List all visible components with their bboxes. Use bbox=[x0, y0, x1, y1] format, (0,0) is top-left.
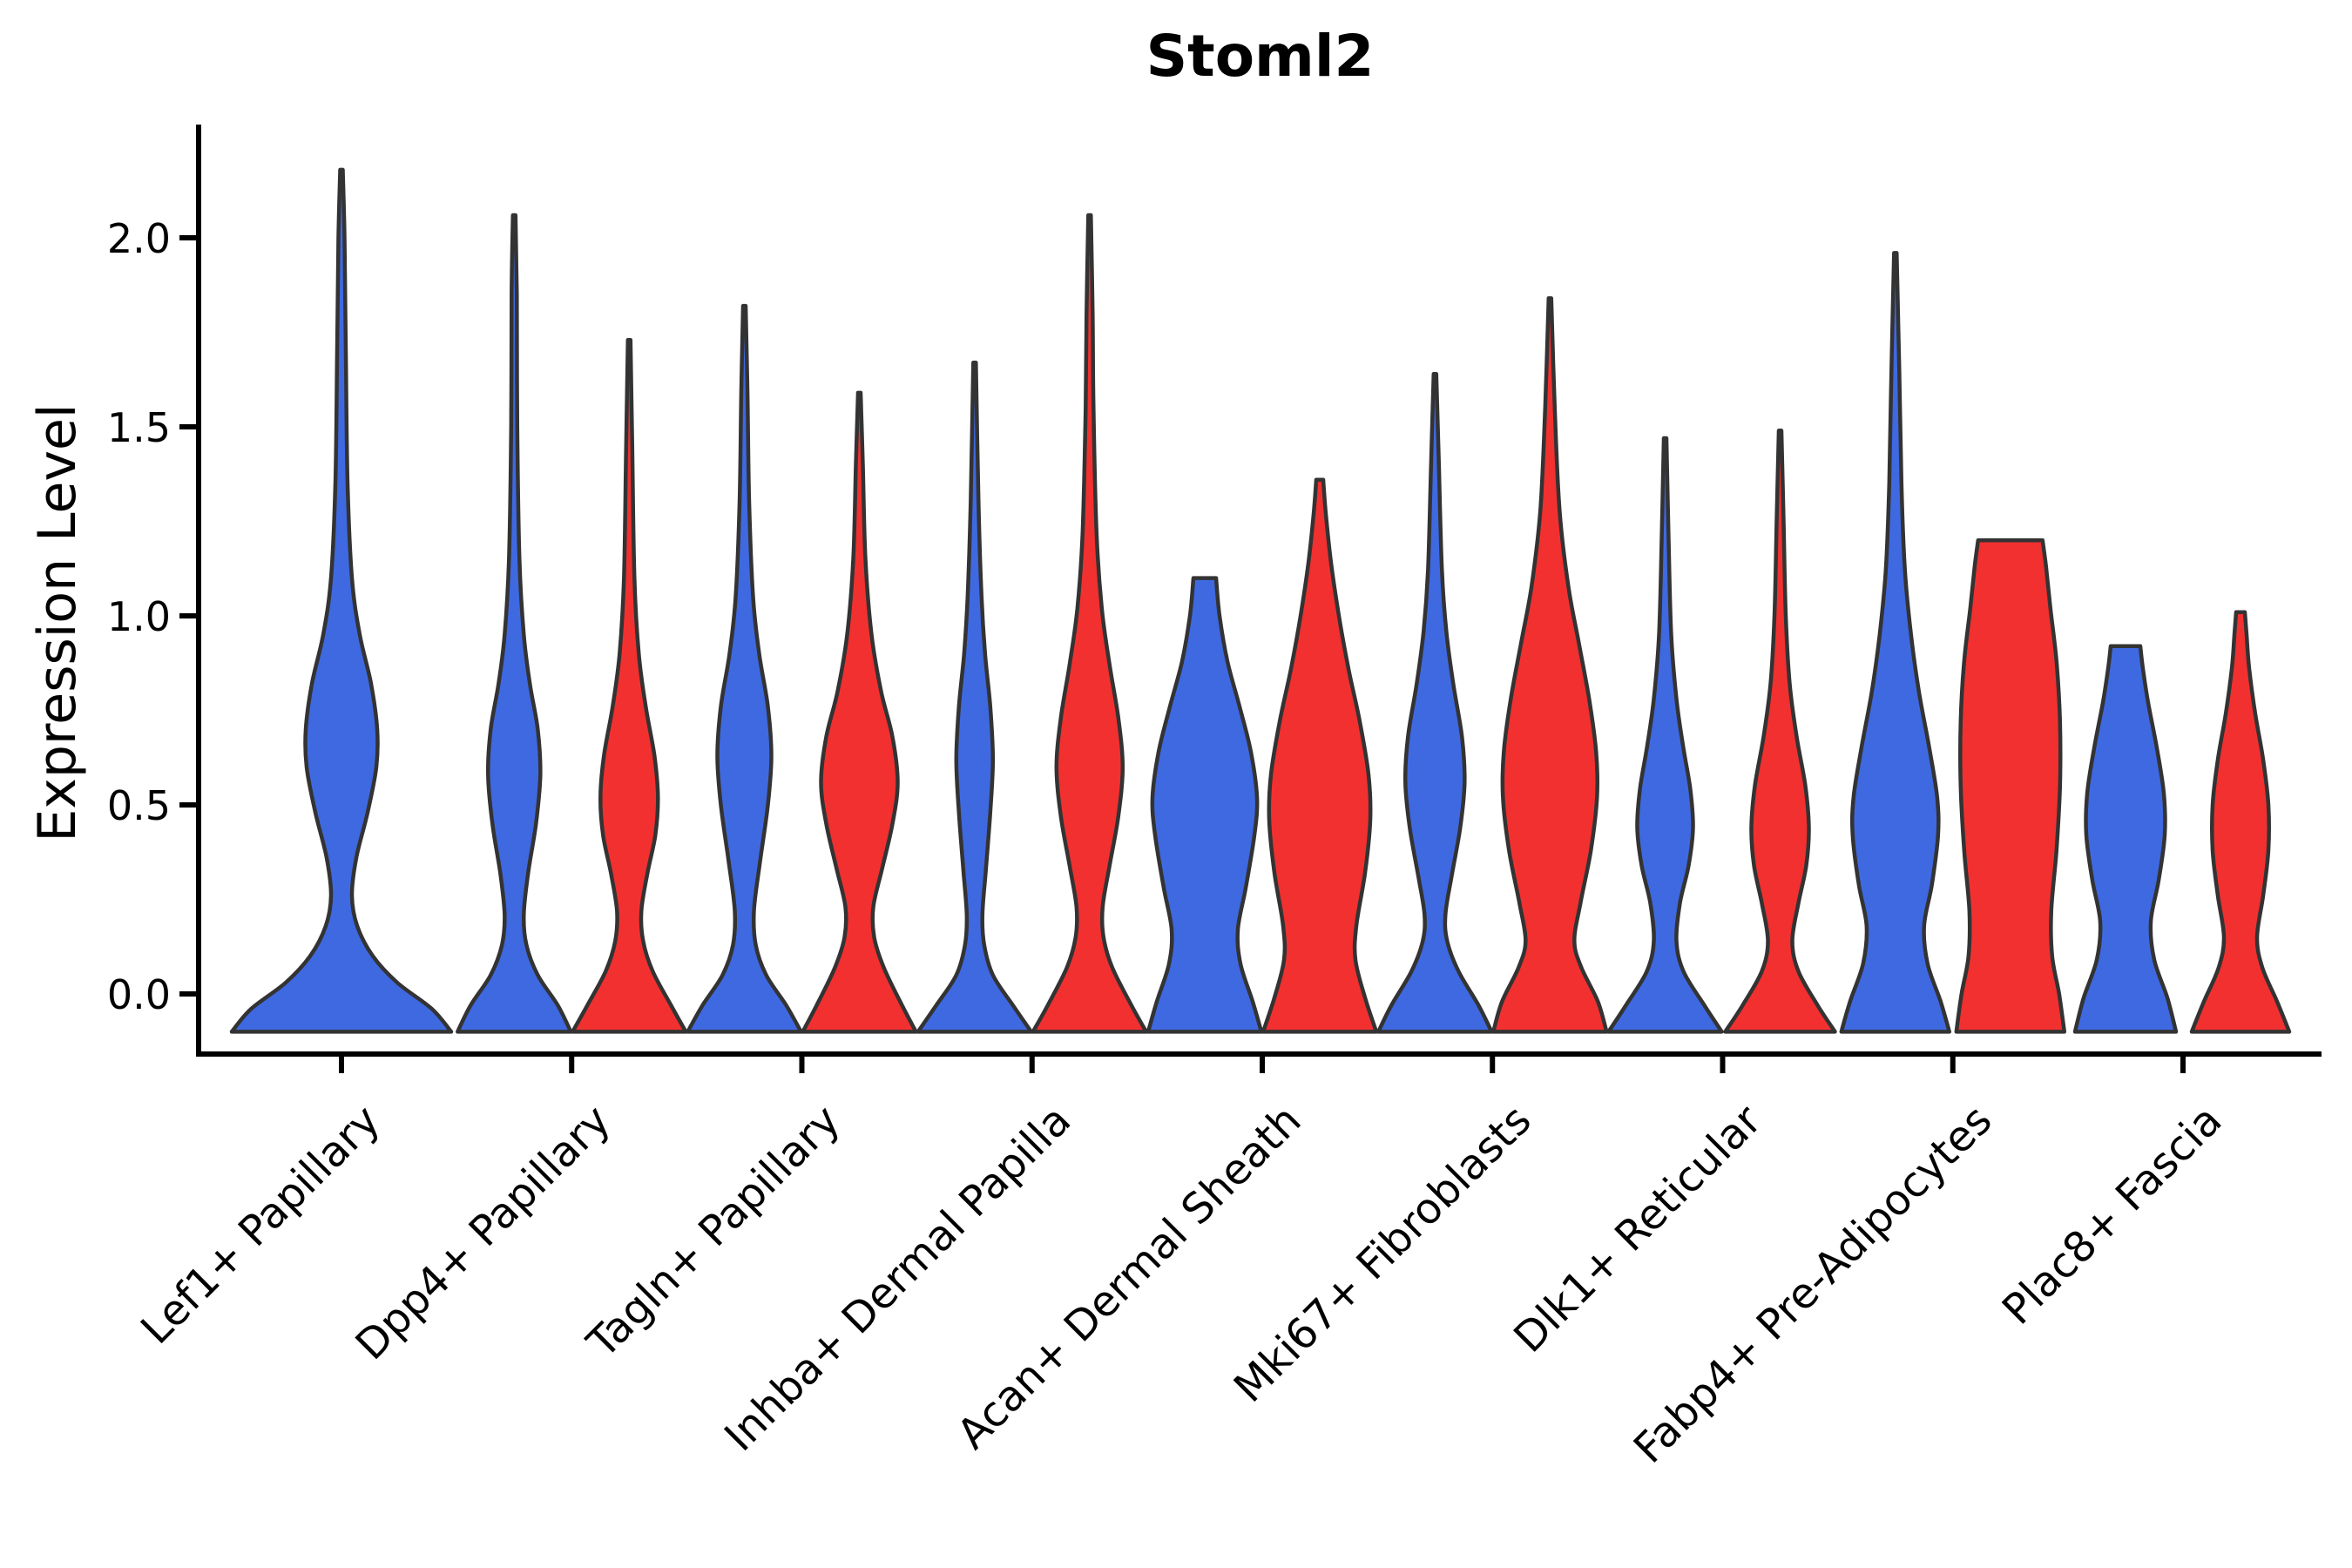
violin-group-6 bbox=[1376, 296, 1609, 1034]
violin-plac8-fascia-blue bbox=[2072, 644, 2179, 1034]
y-tick-label-1.0: 1.0 bbox=[106, 593, 171, 640]
violin-lef1-papillary-blue bbox=[229, 167, 454, 1034]
violin-mki67-fibroblasts-red bbox=[1491, 296, 1609, 1034]
violin-dpp4-papillary-blue bbox=[456, 213, 573, 1034]
y-tick-label-2.0: 2.0 bbox=[106, 215, 171, 262]
chart-title: Stoml2 bbox=[1146, 23, 1375, 90]
violin-group-7 bbox=[1606, 429, 1837, 1034]
violin-tagln-papillary-red bbox=[801, 390, 918, 1034]
violin-group-5 bbox=[1146, 477, 1379, 1034]
violin-group-9 bbox=[2072, 610, 2292, 1034]
violin-tagln-papillary-blue bbox=[686, 303, 803, 1034]
violin-plac8-fascia-red bbox=[2189, 610, 2292, 1034]
y-tick-label-1.5: 1.5 bbox=[106, 404, 171, 451]
violins-layer bbox=[229, 167, 2292, 1034]
violin-acan-dermal-sheath-blue bbox=[1146, 576, 1264, 1034]
violin-fabp4-pre-adipocytes-red bbox=[1954, 537, 2067, 1034]
y-tick-label-0.0: 0.0 bbox=[106, 971, 171, 1018]
violin-acan-dermal-sheath-red bbox=[1260, 477, 1379, 1034]
violin-dlk1-reticular-blue bbox=[1606, 436, 1724, 1034]
violin-inhba-dermal-papilla-red bbox=[1031, 213, 1149, 1034]
violin-fabp4-pre-adipocytes-blue bbox=[1839, 251, 1952, 1034]
violin-group-8 bbox=[1839, 251, 2067, 1034]
violin-group-2 bbox=[456, 213, 688, 1034]
y-axis-label: Expression Level bbox=[27, 403, 88, 842]
axes-layer bbox=[179, 125, 2322, 1073]
violin-group-4 bbox=[916, 213, 1149, 1034]
violin-dlk1-reticular-red bbox=[1723, 429, 1837, 1034]
violin-dpp4-papillary-red bbox=[571, 337, 688, 1034]
violin-group-3 bbox=[686, 303, 918, 1034]
violin-inhba-dermal-papilla-blue bbox=[916, 360, 1034, 1034]
violin-group-1 bbox=[229, 167, 454, 1034]
y-tick-label-0.5: 0.5 bbox=[106, 782, 171, 829]
violin-mki67-fibroblasts-blue bbox=[1376, 371, 1494, 1034]
